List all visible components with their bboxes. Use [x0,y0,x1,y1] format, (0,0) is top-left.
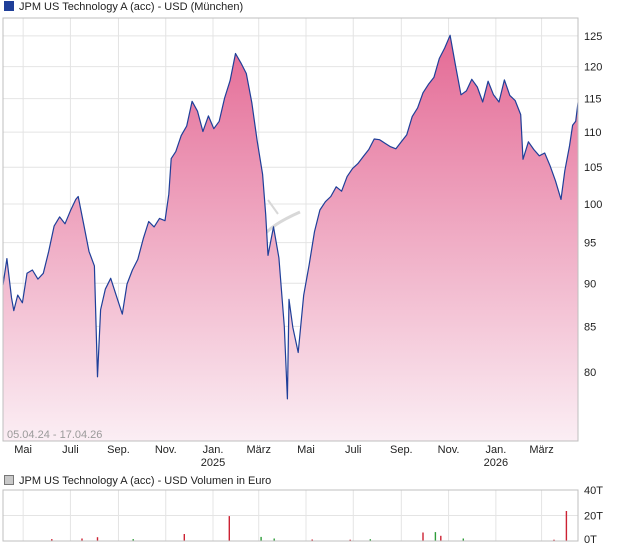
x-tick-label: Nov. [155,444,177,456]
volume-y-tick-label: 40T [584,485,603,497]
volume-bar [183,534,185,541]
volume-bar [553,539,555,541]
y-tick-label: 125 [584,31,602,43]
volume-bar [462,538,464,541]
volume-bar [440,535,442,541]
volume-bar [260,536,262,541]
price-line [2,34,579,400]
x-tick-label: Jan. [203,444,224,456]
volume-bar [51,539,53,541]
x-tick-label: Juli [345,444,362,456]
x-tick-label: Mai [14,444,32,456]
volume-bar [565,511,568,541]
x-tick-label: Juli [62,444,79,456]
volume-bar [311,539,313,541]
volume-bars [51,511,568,541]
price-area [3,35,578,442]
x-tick-label: März [529,444,553,456]
volume-bar [132,539,134,541]
x-tick-label: Jan. [485,444,506,456]
volume-bar [434,532,437,541]
x-tick-label: Nov. [438,444,460,456]
price-y-axis: 80 85 90 95 100 105 110 115 120 125 [584,31,602,379]
volume-bar [228,516,230,541]
x-tick-label: März [247,444,271,456]
volume-bar [96,537,99,541]
volume-plot-frame [2,489,579,542]
volume-chart-title: JPM US Technology A (acc) - USD Volumen … [4,474,271,488]
price-x-axis: Mai Juli Sep. Nov. Jan. März Mai Juli Sep. Nov. Ja… [14,444,554,469]
y-tick-label: 90 [584,278,596,290]
date-range-label: 05.04.24 - 17.04.26 [7,429,102,441]
y-tick-label: 85 [584,321,596,333]
x-tick-label: Mai [297,444,315,456]
chart-title-text: JPM US Technology A (acc) - USD (München… [19,1,244,13]
y-tick-label: 95 [584,238,596,250]
series-legend-swatch [4,1,14,11]
volume-y-tick-label: 0T [584,534,597,546]
x-year-label: 2025 [201,457,225,469]
volume-grid [3,489,578,541]
x-tick-label: Sep. [390,444,413,456]
volume-legend-swatch [4,475,14,485]
y-tick-label: 110 [584,127,602,139]
y-tick-label: 100 [584,199,602,211]
x-year-label: 2026 [484,457,508,469]
volume-bar [273,538,275,541]
volume-y-tick-label: 20T [584,511,603,523]
y-tick-label: 105 [584,162,602,174]
volume-bar [349,539,351,541]
y-tick-label: 80 [584,367,596,379]
volume-y-axis: 0T 20T 40T [584,485,603,546]
price-plot-frame [2,17,579,442]
volume-title-text: JPM US Technology A (acc) - USD Volumen … [19,475,272,487]
volume-bar [422,532,424,541]
chart-title: JPM US Technology A (acc) - USD (München… [4,0,243,14]
x-tick-label: Sep. [107,444,130,456]
volume-bar [369,539,371,541]
y-tick-label: 115 [584,94,602,106]
y-tick-label: 120 [584,62,602,74]
volume-bar [81,538,83,541]
